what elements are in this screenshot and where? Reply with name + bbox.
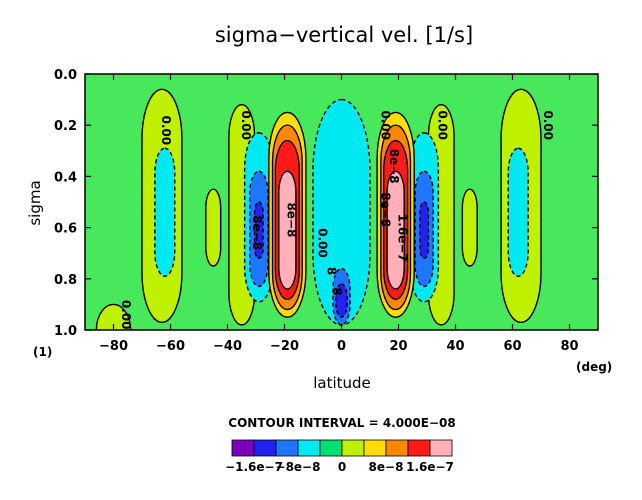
y-tick-label: 0.6	[54, 222, 77, 237]
colorbar-tick-label: 0	[338, 460, 346, 474]
y-axis-label: sigma	[26, 180, 44, 225]
x-tick-label: 20	[389, 339, 407, 354]
contour-label: 8e−8	[250, 215, 264, 250]
y-tick-label: 1.0	[54, 324, 77, 339]
x-tick-label: 60	[503, 339, 521, 354]
x-tick-label: 0	[337, 339, 346, 354]
contour-region-yellow-lobe-south	[205, 188, 222, 267]
axes: −80 −60 −40 −20 0 20 40 60 80 0.0 0.2 0.4 0.6 0.8 1.0	[54, 68, 598, 354]
colorbar-swatch	[253, 439, 277, 457]
x-tick-label: −40	[213, 339, 242, 354]
x-tick-label: −60	[156, 339, 185, 354]
contour-label: 8	[330, 287, 344, 295]
colorbar-swatch	[297, 439, 321, 457]
contour-region-purple-center	[335, 283, 348, 318]
contour-label: 0.00	[541, 110, 555, 140]
contour-region-pink-core-south	[278, 170, 297, 290]
contour-label: 1.6e−7	[396, 214, 410, 262]
colorbar-tick-label: −1.6e−7	[225, 460, 283, 474]
x-axis-label: latitude	[313, 374, 371, 392]
contour-label: 8	[324, 267, 338, 275]
colorbar-swatch	[429, 439, 453, 457]
colorbar-tick-label: −8e−8	[276, 460, 321, 474]
x-tick-label: −80	[99, 339, 128, 354]
contour-label: 0.00	[159, 116, 173, 146]
plot-area: 0.00 0.00 0.00 0.00 0.00 0.00 0.00 8e−8 8e−8 8e−8…	[85, 74, 598, 330]
x-tick-label: −20	[270, 339, 299, 354]
contour-label: 8e−8	[284, 202, 298, 237]
y-tick-label: 0.8	[54, 273, 77, 288]
colorbar-swatch	[407, 439, 431, 457]
y-axis-unit: (1)	[33, 345, 52, 359]
y-tick-label: 0.2	[54, 119, 77, 134]
contour-region-deep-blue-core-north	[419, 201, 430, 260]
x-tick-label: 40	[446, 339, 464, 354]
contour-region-pink-core-north	[386, 170, 405, 290]
colorbar-tick-label: 8e−8	[369, 460, 404, 474]
colorbar-swatch	[319, 439, 343, 457]
contour-label: 0.00	[378, 110, 392, 140]
contour-label: 0.00	[239, 110, 253, 140]
colorbar-swatch	[341, 439, 365, 457]
colorbar-swatch	[363, 439, 387, 457]
contour-label: 0.00	[119, 300, 133, 330]
contour-region-cyan-lobe-south	[154, 147, 176, 277]
colorbar-swatch	[385, 439, 409, 457]
colorbar: −1.6e−7−8e−8 0 8e−8 1.6e−7	[225, 439, 454, 474]
x-tick-label: 80	[560, 339, 578, 354]
colorbar-swatch	[231, 439, 255, 457]
contour-label: 0.00	[316, 228, 330, 258]
contour-label: 0.00	[435, 110, 449, 140]
colorbar-tick-label: 1.6e−7	[406, 460, 454, 474]
contour-label: 8e−8	[387, 149, 401, 184]
y-tick-label: 0.4	[54, 170, 77, 185]
y-tick-label: 0.0	[54, 68, 77, 83]
colorbar-swatch	[275, 439, 299, 457]
contour-region-cyan-lobe-north	[507, 147, 529, 277]
contour-label: 8e−8	[378, 192, 392, 227]
contour-interval-text: CONTOUR INTERVAL = 4.000E−08	[228, 416, 455, 430]
x-axis-unit: (deg)	[576, 360, 612, 374]
contour-region-deep-blue-core-south	[253, 201, 264, 260]
contour-region-yellow-lobe-north	[461, 188, 478, 267]
chart-title: sigma−vertical vel. [1/s]	[215, 23, 473, 47]
